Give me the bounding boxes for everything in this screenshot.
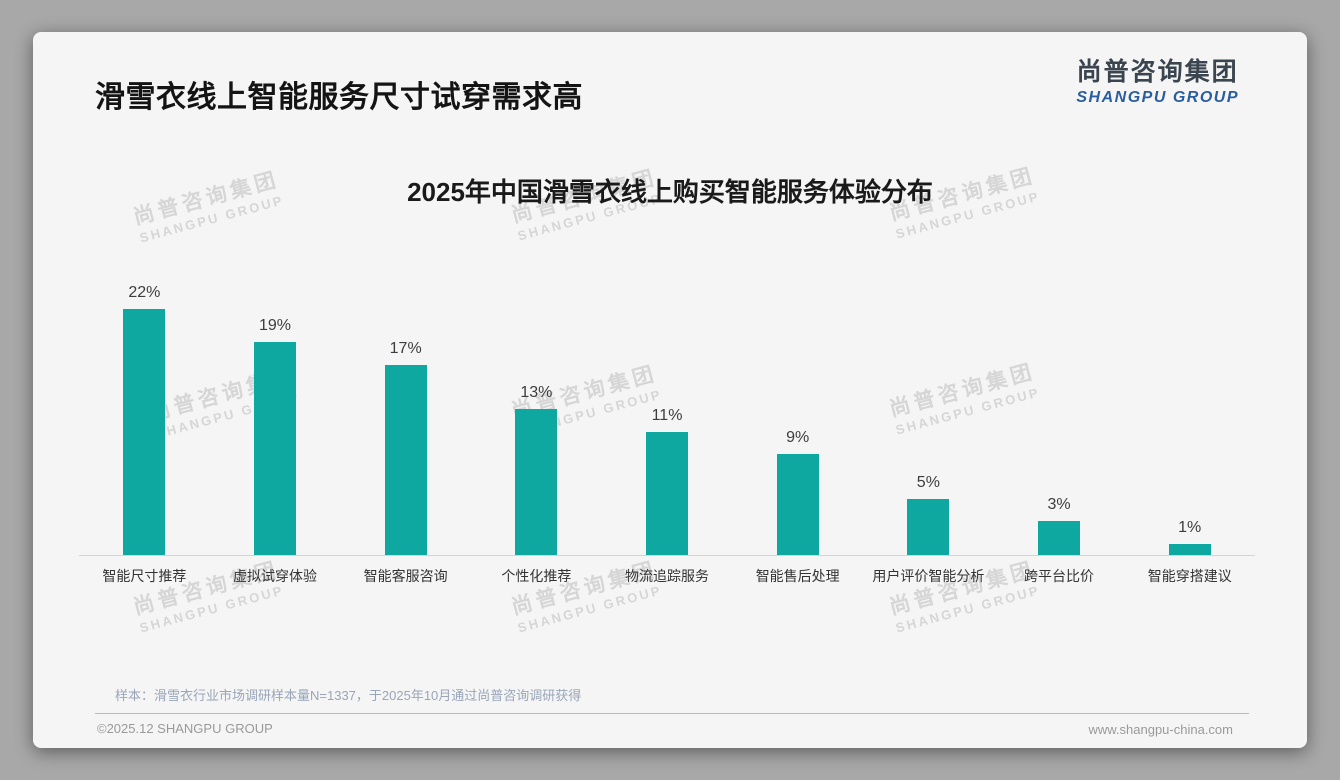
watermark-cn-text: 尚普咨询集团 xyxy=(887,558,1038,620)
bar-value-label: 22% xyxy=(128,284,161,301)
bar-value-label: 1% xyxy=(1178,519,1202,536)
footer-divider xyxy=(95,713,1249,714)
bar-value-label: 11% xyxy=(651,407,683,424)
company-logo: 尚普咨询集团 SHANGPU GROUP xyxy=(1076,52,1239,107)
logo-en-text: SHANGPU GROUP xyxy=(1076,89,1239,106)
bar xyxy=(1038,521,1081,555)
category-label: 虚拟试穿体验 xyxy=(233,568,317,584)
watermark-cn-text: 尚普咨询集团 xyxy=(509,558,660,620)
page-title: 滑雪衣线上智能服务尺寸试穿需求高 xyxy=(95,81,583,114)
bar-value-label: 9% xyxy=(786,429,810,446)
category-label: 智能售后处理 xyxy=(755,568,840,584)
bar-column: 13% xyxy=(471,276,602,555)
bar xyxy=(646,432,689,555)
bar xyxy=(254,342,296,555)
bar xyxy=(515,409,558,555)
bar xyxy=(384,365,427,555)
bar-value-label: 19% xyxy=(258,317,292,334)
bar-value-label: 5% xyxy=(916,474,940,491)
category-label: 智能尺寸推荐 xyxy=(102,568,187,584)
bar-column: 19% xyxy=(210,276,341,555)
bar xyxy=(907,499,950,555)
bar xyxy=(776,454,819,555)
copyright-text: ©2025.12 SHANGPU GROUP xyxy=(97,721,273,736)
bar-value-label: 3% xyxy=(1047,496,1071,513)
sample-note: 样本：滑雪衣行业市场调研样本量N=1337，于2025年10月通过尚普咨询调研获… xyxy=(115,688,582,703)
bar-chart-plot-area: 22% 19% 17% 13% 11% 9% 5% 3% 1% xyxy=(79,276,1255,556)
bar-value-label: 13% xyxy=(520,384,553,401)
watermark-en-text: SHANGPU GROUP xyxy=(894,582,1042,636)
watermark-cn-text: 尚普咨询集团 xyxy=(131,558,282,620)
bar-column: 11% xyxy=(602,276,733,555)
category-label: 智能穿搭建议 xyxy=(1147,568,1232,584)
watermark-en-text: SHANGPU GROUP xyxy=(138,582,286,636)
category-label: 物流追踪服务 xyxy=(625,568,710,584)
bar xyxy=(1168,544,1211,555)
bar-column: 17% xyxy=(340,276,471,555)
bar-column: 9% xyxy=(732,276,863,555)
category-label: 用户评价智能分析 xyxy=(872,568,985,584)
category-label: 智能客服咨询 xyxy=(363,568,448,584)
bar-column: 5% xyxy=(863,276,994,555)
website-url: www.shangpu-china.com xyxy=(1088,722,1233,737)
logo-cn-text: 尚普咨询集团 xyxy=(1076,58,1239,86)
bar xyxy=(123,309,166,555)
bar-column: 22% xyxy=(79,276,210,555)
chart-title: 2025年中国滑雪衣线上购买智能服务体验分布 xyxy=(407,177,933,207)
x-axis-labels: 智能尺寸推荐 虚拟试穿体验 智能客服咨询 个性化推荐 物流追踪服务 智能售后处理 用户评价智… xyxy=(79,566,1255,586)
bar-value-label: 17% xyxy=(389,340,422,357)
watermark-en-text: SHANGPU GROUP xyxy=(516,582,664,636)
category-label: 个性化推荐 xyxy=(501,568,572,584)
bar-column: 1% xyxy=(1124,276,1255,555)
category-label: 跨平台比价 xyxy=(1024,568,1095,584)
bar-column: 3% xyxy=(994,276,1125,555)
slide-card: 滑雪衣线上智能服务尺寸试穿需求高 尚普咨询集团 SHANGPU GROUP 尚普… xyxy=(33,32,1307,748)
